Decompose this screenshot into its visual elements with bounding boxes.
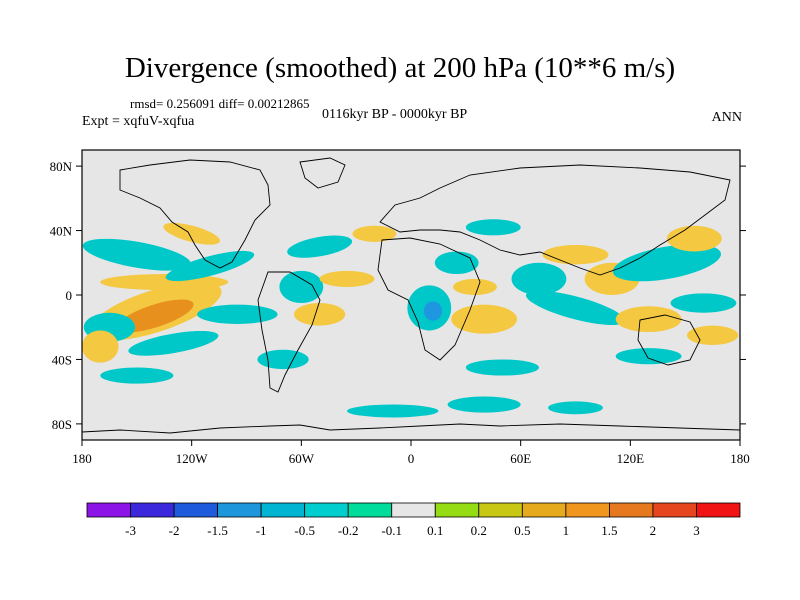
colorbar-label: 3 <box>693 523 700 538</box>
colorbar-bin <box>86 502 131 518</box>
lat-tick-label: 40N <box>50 224 73 239</box>
colorbar-bin <box>652 502 697 518</box>
colorbar-label: -0.5 <box>294 523 315 538</box>
colorbar-bin <box>696 502 741 518</box>
colorbar-label: -2 <box>169 523 180 538</box>
divergence-region <box>670 293 737 313</box>
divergence-region <box>347 404 439 418</box>
divergence-region <box>279 270 324 304</box>
divergence-region <box>615 306 682 333</box>
coastline-africa <box>377 237 481 361</box>
colorbar-label: -0.2 <box>338 523 359 538</box>
divergence-region <box>453 278 497 296</box>
coastline-greenland <box>299 157 346 189</box>
lon-tick-label: 120W <box>176 451 209 466</box>
colorbar-bin <box>434 502 480 518</box>
divergence-region <box>612 244 721 282</box>
divergence-region <box>257 349 309 370</box>
divergence-region <box>287 235 353 258</box>
colorbar-bin <box>609 502 654 518</box>
colorbar-bin <box>304 502 349 518</box>
divergence-region <box>525 290 626 326</box>
coastline-antarctica <box>82 423 740 434</box>
divergence-region <box>423 301 443 321</box>
latitude-axis: 80N 40N 0 40S 80S <box>50 159 746 432</box>
divergence-region <box>615 348 682 365</box>
lat-tick-label: 0 <box>66 288 73 303</box>
colorbar-label: -1.5 <box>207 523 228 538</box>
divergence-region <box>451 304 518 334</box>
divergence-region <box>294 303 346 326</box>
divergence-region <box>116 299 194 333</box>
divergence-region <box>542 245 609 265</box>
lon-tick-label: 180 <box>72 451 92 466</box>
experiment-label: Expt = xqfuV-xqfua <box>82 114 195 129</box>
lat-tick-label: 80N <box>50 159 73 174</box>
divergence-region <box>100 274 229 291</box>
divergence-region <box>197 304 278 325</box>
colorbar-label: 1.5 <box>601 523 617 538</box>
colorbar-bin <box>391 502 436 518</box>
lat-tick-label: 80S <box>52 417 72 432</box>
divergence-region <box>128 330 219 356</box>
colorbar-label: 0.2 <box>471 523 487 538</box>
divergence-region <box>686 325 739 345</box>
divergence-region <box>82 238 191 271</box>
rmsd-stats: rmsd= 0.256091 diff= 0.00212865 <box>130 96 310 111</box>
colorbar-bin <box>478 502 523 518</box>
divergence-region <box>548 401 603 415</box>
colorbar-bin <box>217 502 262 518</box>
lon-tick-label: 0 <box>408 451 415 466</box>
time-period: 0116kyr BP - 0000kyr BP <box>322 107 468 122</box>
colorbar-bin <box>173 502 218 518</box>
divergence-region <box>319 270 375 287</box>
divergence-region <box>465 359 539 376</box>
lat-tick-label: 40S <box>52 352 72 367</box>
divergence-region <box>666 225 722 252</box>
colorbar-label: 0.5 <box>514 523 530 538</box>
colorbar-label: -1 <box>256 523 267 538</box>
colorbar-label: 1 <box>563 523 570 538</box>
lon-tick-label: 120E <box>617 451 645 466</box>
divergence-region <box>163 222 220 245</box>
plot-title: Divergence (smoothed) at 200 hPa (10**6 … <box>124 52 676 84</box>
colorbar-bin <box>347 502 393 518</box>
longitude-axis: 180 120W 60W 0 60E 120E 180 <box>72 440 750 466</box>
colorbar-label: -0.1 <box>381 523 402 538</box>
colorbar-bin <box>521 502 567 518</box>
colorbar: -3 -2 -1.5 -1 -0.5 -0.2 -0.1 0.1 0.2 0.5 1 1.5 2 3 <box>86 502 741 538</box>
colorbar-label: -3 <box>125 523 136 538</box>
divergence-region <box>100 367 174 384</box>
divergence-region <box>82 330 119 363</box>
divergence-region <box>447 396 521 413</box>
divergence-field <box>82 219 739 418</box>
divergence-region <box>352 225 397 242</box>
lon-tick-label: 60E <box>510 451 531 466</box>
coastline-north-america <box>119 159 271 269</box>
colorbar-bin <box>130 502 175 518</box>
lon-tick-label: 180 <box>730 451 750 466</box>
colorbar-label: 2 <box>650 523 657 538</box>
divergence-region <box>165 250 255 282</box>
coastline-south-america <box>257 271 321 393</box>
coastline-eurasia <box>379 164 731 276</box>
divergence-region <box>465 219 521 236</box>
divergence-region <box>511 262 567 295</box>
lon-tick-label: 60W <box>289 451 315 466</box>
colorbar-bin <box>260 502 306 518</box>
coastline-australia <box>637 314 701 366</box>
coastlines <box>82 157 740 434</box>
season-label: ANN <box>711 110 742 125</box>
colorbar-bin <box>565 502 610 518</box>
colorbar-label: 0.1 <box>427 523 443 538</box>
